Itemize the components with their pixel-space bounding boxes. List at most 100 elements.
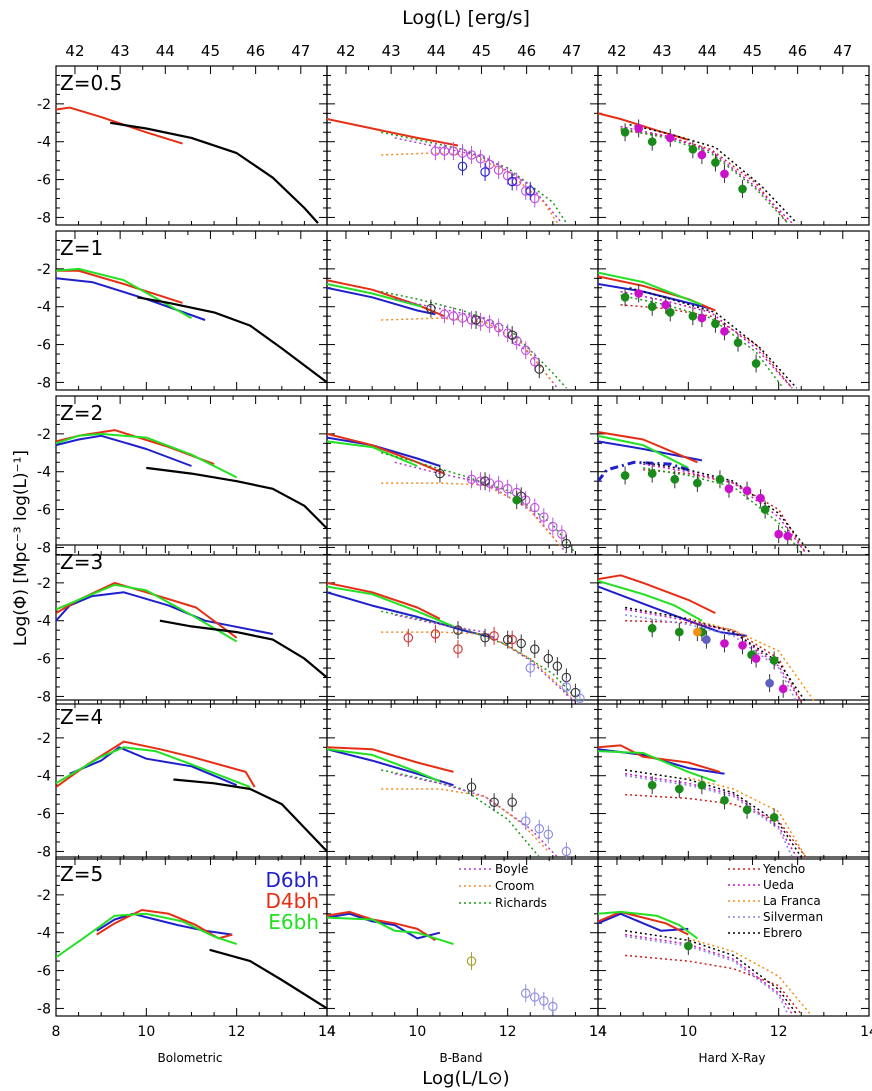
data-point-r3-c2-1-0 [693,627,702,637]
y-tick-label: -4 [37,300,51,316]
x-top-tick-label: 42 [65,42,84,60]
series-line-r5-c0-2 [56,912,238,959]
y-tick-label: -6 [37,652,51,668]
series-line-r4-c2-1 [598,744,721,773]
y-tick-label: -4 [37,465,51,481]
x-tick-label: 12 [770,1024,788,1040]
panel-content-r0-c2 [598,112,798,224]
data-point-r0-c1-0-0 [430,146,441,156]
data-point-r1-c1-1-2 [507,330,517,340]
panel-grid: -2 -4 -6 -8 -2 -4 -6 -8 -2 -4 -6 -8 -2 -4 -6 -8 -2 -4 -6 -8… [37,42,872,1040]
data-point-r4-c1-1-1 [534,823,545,834]
data-point-r4-c1-0-1 [489,797,499,807]
series-line-r5-c2-0 [598,912,689,932]
series-line-r0-c2-4 [629,123,798,224]
data-point-r2-c2-0-1 [647,469,657,478]
data-point-r2-c2-1-0 [724,484,734,494]
series-line-r2-c2-2 [598,434,689,469]
row-label-0: Z=0.5 [60,71,122,95]
data-point-r2-c2-0-2 [670,474,680,484]
series-line-r3-c2-1 [598,574,716,614]
series-line-r5-c2-2 [598,910,698,940]
data-point-r3-c1-0-2 [453,644,463,654]
panel-frame-r0-c2 [597,65,870,226]
series-line-r3-c2-4 [624,608,802,703]
y-tick-label: -8 [37,1001,51,1017]
series-line-r1-c2-4 [620,290,793,389]
data-point-r2-c2-0-0 [620,471,630,480]
data-point-r3-c1-1-0 [453,625,463,635]
data-point-r2-c1-1-3 [561,538,572,549]
series-line-r3-c0-2 [56,583,238,643]
x-top-tick-label: 44 [156,42,175,60]
data-point-r0-c1-0-4 [466,150,477,160]
x-top-tick-label: 44 [698,42,717,60]
x-top-tick-label: 43 [111,42,130,60]
data-point-r1-c2-1-2 [697,313,707,323]
x-top-tick-label: 45 [472,42,491,60]
y-tick-label: -8 [37,375,51,391]
panel-content-r4-c2 [598,744,807,858]
series-line-r1-c0-3 [137,296,327,384]
data-point-r2-c1-0-9 [548,521,558,532]
legend-xray-Yencho: Yencho [762,862,805,876]
row-label-4: Z=4 [60,705,103,729]
data-point-r1-c2-1-3 [720,326,729,336]
series-line-r2-c2-1 [598,431,698,464]
data-point-r1-c1-0-2 [457,313,468,323]
x-tick-label: 10 [408,1024,426,1040]
data-point-r4-c1-1-0 [520,816,531,826]
series-line-r0-c1-2 [394,137,563,224]
data-point-r0-c2-1-2 [697,150,707,160]
series-line-r0-c1-0 [327,118,459,147]
data-point-r1-c2-1-0 [634,289,644,298]
series-line-r2-c2-7 [643,467,802,554]
data-point-r3-c2-2-3 [778,684,788,694]
series-line-r0-c0-0 [56,106,183,145]
series-line-r1-c1-3 [381,290,567,389]
data-point-r0-c1-0-1 [439,146,450,156]
series-line-r5-c1-2 [327,916,454,946]
x-top-tick-label: 44 [427,42,446,60]
x-top-tick-label: 42 [607,42,626,60]
data-point-r3-c1-2-2 [575,693,585,704]
series-line-r4-c2-7 [688,776,807,858]
x-top-tick-label: 46 [788,42,807,60]
data-point-r3-c2-0-0 [647,623,657,633]
series-line-r4-c1-5 [381,788,549,852]
column-label-bolometric: Bolometric [158,1051,223,1065]
panel-frame-r4-c2 [597,699,870,860]
panel-content-r5-c2 [598,910,811,1015]
data-point-r2-c1-1-0 [435,468,445,479]
series-line-r4-c2-4 [624,773,798,858]
row-label-5: Z=5 [60,862,103,886]
x-top-tick-label: 46 [246,42,265,60]
data-point-r5-c1-1-1 [530,992,540,1002]
data-point-r1-c1-0-1 [448,311,459,321]
legend-model-E6bh: E6bh [268,910,319,934]
series-line-r3-c2-2 [598,580,703,622]
series-line-r5-c1-0 [327,912,441,940]
data-point-r2-c1-0-7 [530,502,540,513]
series-line-r0-c1-1 [381,131,568,224]
series-line-r5-c2-5 [624,930,798,1015]
series-line-r5-c0-1 [96,909,233,940]
legend-xray-La-Franca: La Franca [763,894,821,908]
data-point-r4-c2-0-0 [647,780,657,790]
data-point-r3-c2-3-1 [765,678,774,688]
top-axis-title: Log(L) [erg/s] [402,7,530,29]
series-line-r4-c1-4 [394,773,558,858]
series-line-r2-c1-0 [327,436,441,467]
x-tick-label: 14 [589,1024,607,1040]
x-tick-label: 10 [137,1024,155,1040]
column-label-bband: B-Band [440,1051,483,1065]
x-tick-label: 8 [52,1024,61,1040]
data-point-r3-c1-1-3 [516,638,526,649]
data-point-r0-c2-0-4 [738,184,747,194]
y-tick-label: -2 [37,576,51,592]
data-point-r1-c1-1-1 [471,315,481,325]
series-line-r2-c2-5 [643,463,807,554]
data-point-r2-c1-0-10 [557,529,567,539]
series-line-r0-c1-3 [381,152,559,224]
data-point-r1-c2-0-3 [688,311,698,321]
